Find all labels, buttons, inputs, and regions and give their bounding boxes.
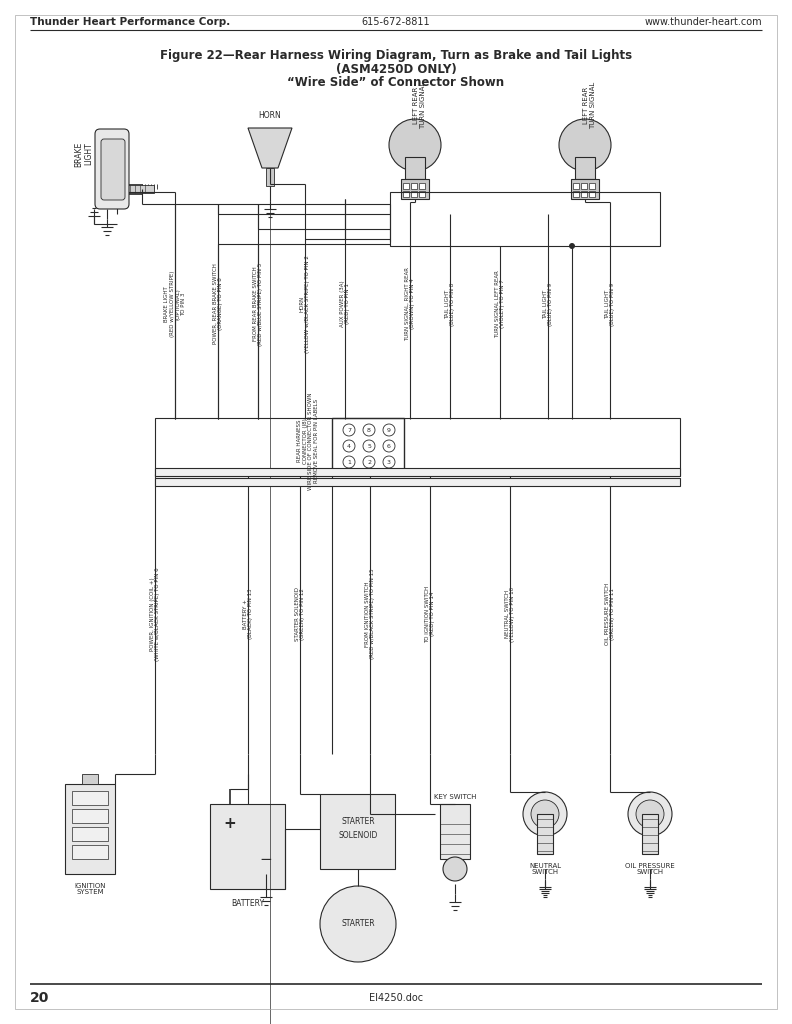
Bar (581, 191, 587, 197)
Text: www.thunder-heart.com: www.thunder-heart.com (645, 17, 762, 27)
Text: +: + (223, 816, 236, 831)
Bar (537, 814, 553, 854)
Bar (419, 191, 425, 197)
Text: TURN SIGNAL, RIGHT REAR
(BROWN) TO PIN 4: TURN SIGNAL, RIGHT REAR (BROWN) TO PIN 4 (405, 267, 415, 341)
Text: LEFT REAR
TURN SIGNAL: LEFT REAR TURN SIGNAL (413, 81, 427, 129)
Bar (403, 183, 409, 189)
Circle shape (383, 456, 395, 468)
Bar (320, 794, 395, 869)
Text: STARTER SOLENOID
(GREEN) TO PIN 12: STARTER SOLENOID (GREEN) TO PIN 12 (295, 587, 306, 641)
Bar (405, 157, 425, 179)
FancyBboxPatch shape (101, 139, 125, 200)
Circle shape (363, 440, 375, 452)
Text: BRAKE LIGHT
(RED w/YELLOW STRIPE)
(OPTIONAL)
TO PIN 3: BRAKE LIGHT (RED w/YELLOW STRIPE) (OPTIO… (164, 270, 186, 337)
Bar (82, 774, 98, 784)
Text: 4: 4 (347, 443, 351, 449)
Bar (573, 191, 579, 197)
Text: POWER, IGNITION (COIL +)
(WHITE w/BLACK STRIPE) TO PIN 6: POWER, IGNITION (COIL +) (WHITE w/BLACK … (150, 567, 161, 660)
Circle shape (443, 857, 467, 881)
Text: 615-672-8811: 615-672-8811 (362, 17, 430, 27)
Bar (403, 191, 409, 197)
Text: KEY SWITCH: KEY SWITCH (434, 794, 476, 800)
Bar (65, 784, 115, 874)
Text: 6: 6 (387, 443, 391, 449)
Text: POWER, REAR BRAKE SWITCH
(ORANGE) TO PIN 8: POWER, REAR BRAKE SWITCH (ORANGE) TO PIN… (212, 263, 223, 344)
Text: OIL PRESSURE SWITCH
(GREEN) TO PIN 11: OIL PRESSURE SWITCH (GREEN) TO PIN 11 (604, 583, 615, 645)
Text: EI4250.doc: EI4250.doc (369, 993, 423, 1002)
Text: SOLENOID: SOLENOID (338, 831, 378, 841)
Circle shape (343, 440, 355, 452)
Bar (642, 814, 658, 854)
Bar (72, 791, 108, 805)
Bar (210, 804, 285, 889)
Text: 7: 7 (347, 427, 351, 432)
Text: OIL PRESSURE
SWITCH: OIL PRESSURE SWITCH (625, 862, 675, 876)
Text: REAR HARNESS
CONNECTOR (J8)
WIRE SIDE OF CONNECTOR SHOWN
REMOVE SEAL FOR PIN LAB: REAR HARNESS CONNECTOR (J8) WIRE SIDE OF… (297, 392, 319, 489)
Circle shape (389, 119, 441, 171)
Text: STARTER: STARTER (341, 920, 375, 929)
Bar (589, 191, 595, 197)
Circle shape (569, 243, 575, 249)
Text: BATTERY: BATTERY (231, 899, 265, 908)
Text: Figure 22—Rear Harness Wiring Diagram, Turn as Brake and Tail Lights: Figure 22—Rear Harness Wiring Diagram, T… (160, 49, 632, 62)
Text: FROM IGNITION SWITCH
(RED w/BLACK STRIPE) TO PIN 15: FROM IGNITION SWITCH (RED w/BLACK STRIPE… (364, 568, 375, 659)
Text: 9: 9 (387, 427, 391, 432)
Text: TAIL LIGHT
(BLUE) TO PIN 8: TAIL LIGHT (BLUE) TO PIN 8 (444, 283, 455, 326)
Bar (573, 183, 579, 189)
Bar (266, 168, 274, 186)
Text: 2: 2 (367, 460, 371, 465)
Circle shape (343, 456, 355, 468)
Circle shape (363, 424, 375, 436)
Text: (ASM4250D ONLY): (ASM4250D ONLY) (336, 62, 456, 76)
Text: TURN SIGNAL LEFT REAR
(VIOLET) TO PIN 7: TURN SIGNAL LEFT REAR (VIOLET) TO PIN 7 (494, 270, 505, 338)
Text: STARTER: STARTER (341, 816, 375, 825)
Circle shape (320, 886, 396, 962)
FancyBboxPatch shape (95, 129, 129, 209)
Bar (401, 179, 429, 199)
Circle shape (636, 800, 664, 828)
Text: 5: 5 (367, 443, 371, 449)
Text: TAIL LIGHT
(BLUE) TO PIN 9: TAIL LIGHT (BLUE) TO PIN 9 (604, 283, 615, 326)
Bar (124, 184, 142, 194)
Text: BATTERY +
(BLACK) TO PIN 13: BATTERY + (BLACK) TO PIN 13 (242, 589, 253, 639)
Text: BRAKE
LIGHT: BRAKE LIGHT (74, 141, 93, 167)
Bar (411, 183, 417, 189)
Text: HORN
(YELLOW w/BLACK STRIPE) TO PIN 2: HORN (YELLOW w/BLACK STRIPE) TO PIN 2 (299, 255, 310, 353)
Bar (575, 157, 595, 179)
Circle shape (383, 424, 395, 436)
Text: 20: 20 (30, 991, 49, 1005)
Text: Thunder Heart Performance Corp.: Thunder Heart Performance Corp. (30, 17, 230, 27)
Text: AUX POWER (3A)
(RED) TO PIN 1: AUX POWER (3A) (RED) TO PIN 1 (340, 281, 350, 328)
Circle shape (343, 424, 355, 436)
Circle shape (383, 440, 395, 452)
Bar (72, 845, 108, 859)
Text: FROM REAR BRAKE SWITCH
(RED w/BLUE STRIPE) TO PIN 5: FROM REAR BRAKE SWITCH (RED w/BLUE STRIP… (253, 262, 264, 346)
Bar (581, 183, 587, 189)
Bar (72, 809, 108, 823)
Circle shape (363, 456, 375, 468)
Text: “Wire Side” of Connector Shown: “Wire Side” of Connector Shown (287, 76, 505, 88)
Text: NEUTRAL
SWITCH: NEUTRAL SWITCH (529, 862, 561, 876)
Bar (419, 183, 425, 189)
Bar (332, 418, 404, 474)
Bar (571, 179, 599, 199)
Circle shape (523, 792, 567, 836)
Bar (155, 478, 680, 486)
Text: 1: 1 (347, 460, 351, 465)
Bar (390, 193, 660, 246)
Text: TO IGNITION SWITCH
(RED) TO PIN 14: TO IGNITION SWITCH (RED) TO PIN 14 (425, 586, 436, 643)
Text: LEFT REAR
TURN SIGNAL: LEFT REAR TURN SIGNAL (584, 81, 596, 129)
Text: −: − (260, 852, 272, 866)
Text: TAIL LIGHT
(BLUE) TO PIN 9: TAIL LIGHT (BLUE) TO PIN 9 (543, 283, 554, 326)
Bar (72, 827, 108, 841)
Text: 3: 3 (387, 460, 391, 465)
Bar (155, 468, 680, 476)
Bar (155, 418, 680, 476)
Bar (440, 804, 470, 859)
Circle shape (559, 119, 611, 171)
Bar (124, 185, 154, 193)
Circle shape (628, 792, 672, 836)
Circle shape (531, 800, 559, 828)
Bar (589, 183, 595, 189)
Text: NEUTRAL SWITCH
(YELLOW) TO PIN 10: NEUTRAL SWITCH (YELLOW) TO PIN 10 (505, 587, 516, 642)
